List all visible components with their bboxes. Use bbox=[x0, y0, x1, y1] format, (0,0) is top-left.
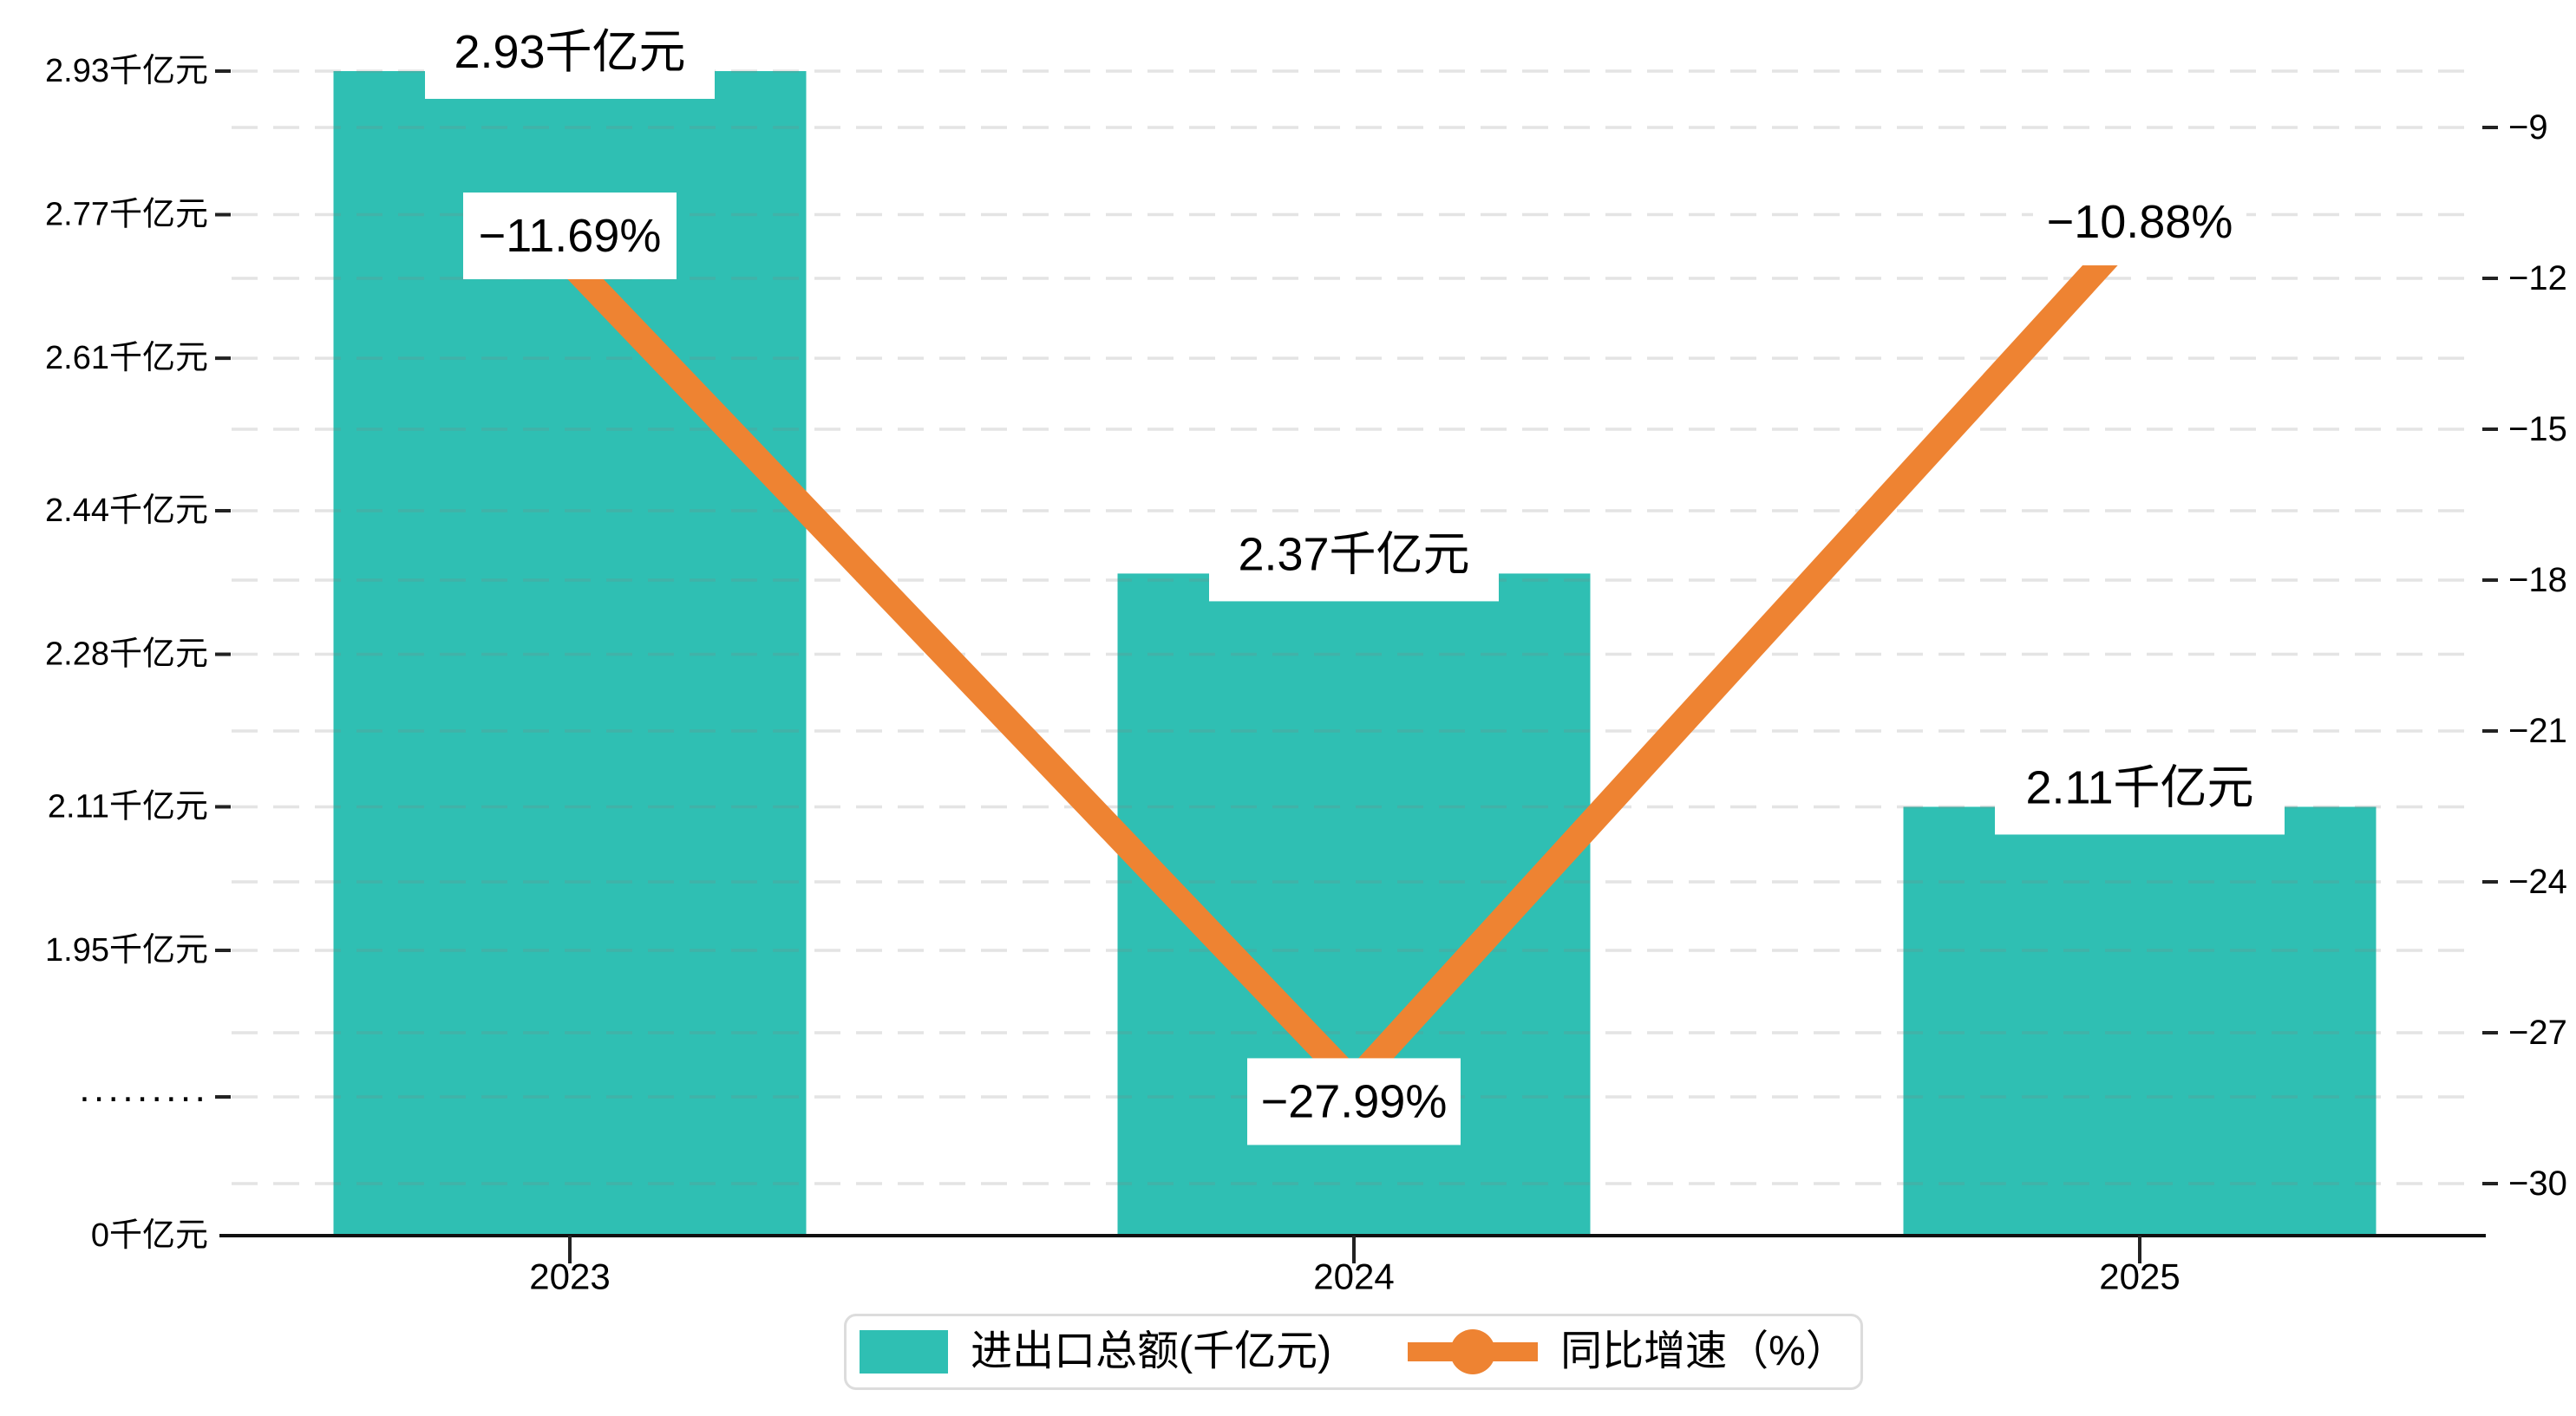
bar-series-label: 进出口总额(千亿元) bbox=[971, 1328, 1332, 1374]
left-axis-tick-mark bbox=[215, 356, 231, 361]
x-axis-tick-mark-2025 bbox=[2138, 1236, 2141, 1263]
left-axis-tick-mark bbox=[215, 949, 231, 952]
right-axis-tick-mark bbox=[2482, 277, 2498, 280]
x-axis-label-2024: 2024 bbox=[1313, 1256, 1394, 1297]
right-axis-tick-label: −18 bbox=[2508, 561, 2567, 599]
line-series-marker-icon bbox=[1408, 1328, 1539, 1376]
right-axis-tick-label: −15 bbox=[2508, 410, 2567, 448]
bar-value-label-box bbox=[1995, 754, 2285, 835]
right-axis-tick-mark bbox=[2482, 126, 2498, 129]
growth-value-label-box bbox=[1247, 1058, 1461, 1145]
right-axis-tick-mark bbox=[2482, 578, 2498, 582]
right-axis-tick-mark bbox=[2482, 1182, 2498, 1185]
growth-value-label: −10.88% bbox=[2047, 196, 2233, 248]
legend-item-line[interactable]: 同比增速（%） bbox=[1408, 1328, 1847, 1376]
legend-item-bar[interactable]: 进出口总额(千亿元) bbox=[860, 1330, 1331, 1374]
left-axis-tick-mark bbox=[215, 69, 231, 73]
bar-series-swatch bbox=[860, 1330, 949, 1374]
bar-2025[interactable] bbox=[1903, 806, 2377, 1236]
right-axis-tick-label: −24 bbox=[2508, 863, 2567, 901]
right-axis-tick-label: −27 bbox=[2508, 1014, 2567, 1052]
line-series-label: 同比增速（%） bbox=[1560, 1328, 1847, 1374]
bar-value-label-box bbox=[425, 19, 715, 99]
bar-value-label-box bbox=[1209, 521, 1499, 602]
left-axis-tick-mark bbox=[215, 1095, 231, 1099]
left-axis-tick-mark bbox=[215, 509, 231, 512]
growth-value-label-box bbox=[463, 192, 677, 280]
right-axis-tick-mark bbox=[2482, 427, 2498, 431]
left-axis-tick-label: 2.44千亿元 bbox=[45, 493, 208, 529]
bar-value-label: 2.37千亿元 bbox=[1238, 528, 1469, 580]
x-axis-label-2025: 2025 bbox=[2099, 1256, 2180, 1297]
left-axis-tick-label: 2.93千亿元 bbox=[45, 53, 208, 89]
left-axis-tick-label: 2.61千亿元 bbox=[45, 340, 208, 376]
legend: 进出口总额(千亿元) 同比增速（%） bbox=[844, 1314, 1863, 1390]
x-axis-tick-mark-2024 bbox=[1352, 1236, 1356, 1263]
growth-value-label: −27.99% bbox=[1261, 1075, 1448, 1127]
left-axis-tick-mark bbox=[215, 212, 231, 217]
bar-value-label: 2.93千亿元 bbox=[454, 26, 685, 78]
left-axis-break-dots: ········· bbox=[78, 1076, 208, 1119]
bar-value-label: 2.11千亿元 bbox=[2025, 761, 2253, 813]
growth-value-label: −11.69% bbox=[479, 210, 662, 262]
left-axis-tick-label: 2.77千亿元 bbox=[45, 197, 208, 233]
right-axis-tick-label: −30 bbox=[2508, 1165, 2567, 1203]
right-axis-tick-label: −9 bbox=[2508, 108, 2548, 147]
right-axis-tick-label: −21 bbox=[2508, 712, 2567, 750]
right-axis-tick-mark bbox=[2482, 1031, 2498, 1034]
left-axis-tick-label: 2.28千亿元 bbox=[45, 636, 208, 673]
x-axis-tick-mark-2023 bbox=[568, 1236, 572, 1263]
right-axis-tick-mark bbox=[2482, 880, 2498, 884]
x-axis-label-2023: 2023 bbox=[529, 1256, 610, 1297]
right-axis-tick-mark bbox=[2482, 729, 2498, 733]
right-axis-tick-label: −12 bbox=[2508, 259, 2567, 297]
growth-value-label-box bbox=[2033, 179, 2246, 266]
left-axis-tick-mark bbox=[215, 652, 231, 656]
left-axis-tick-label: 1.95千亿元 bbox=[45, 932, 208, 969]
left-axis-zero-label: 0千亿元 bbox=[91, 1217, 208, 1254]
left-axis-tick-mark bbox=[215, 805, 231, 809]
left-axis-tick-label: 2.11千亿元 bbox=[48, 788, 208, 825]
